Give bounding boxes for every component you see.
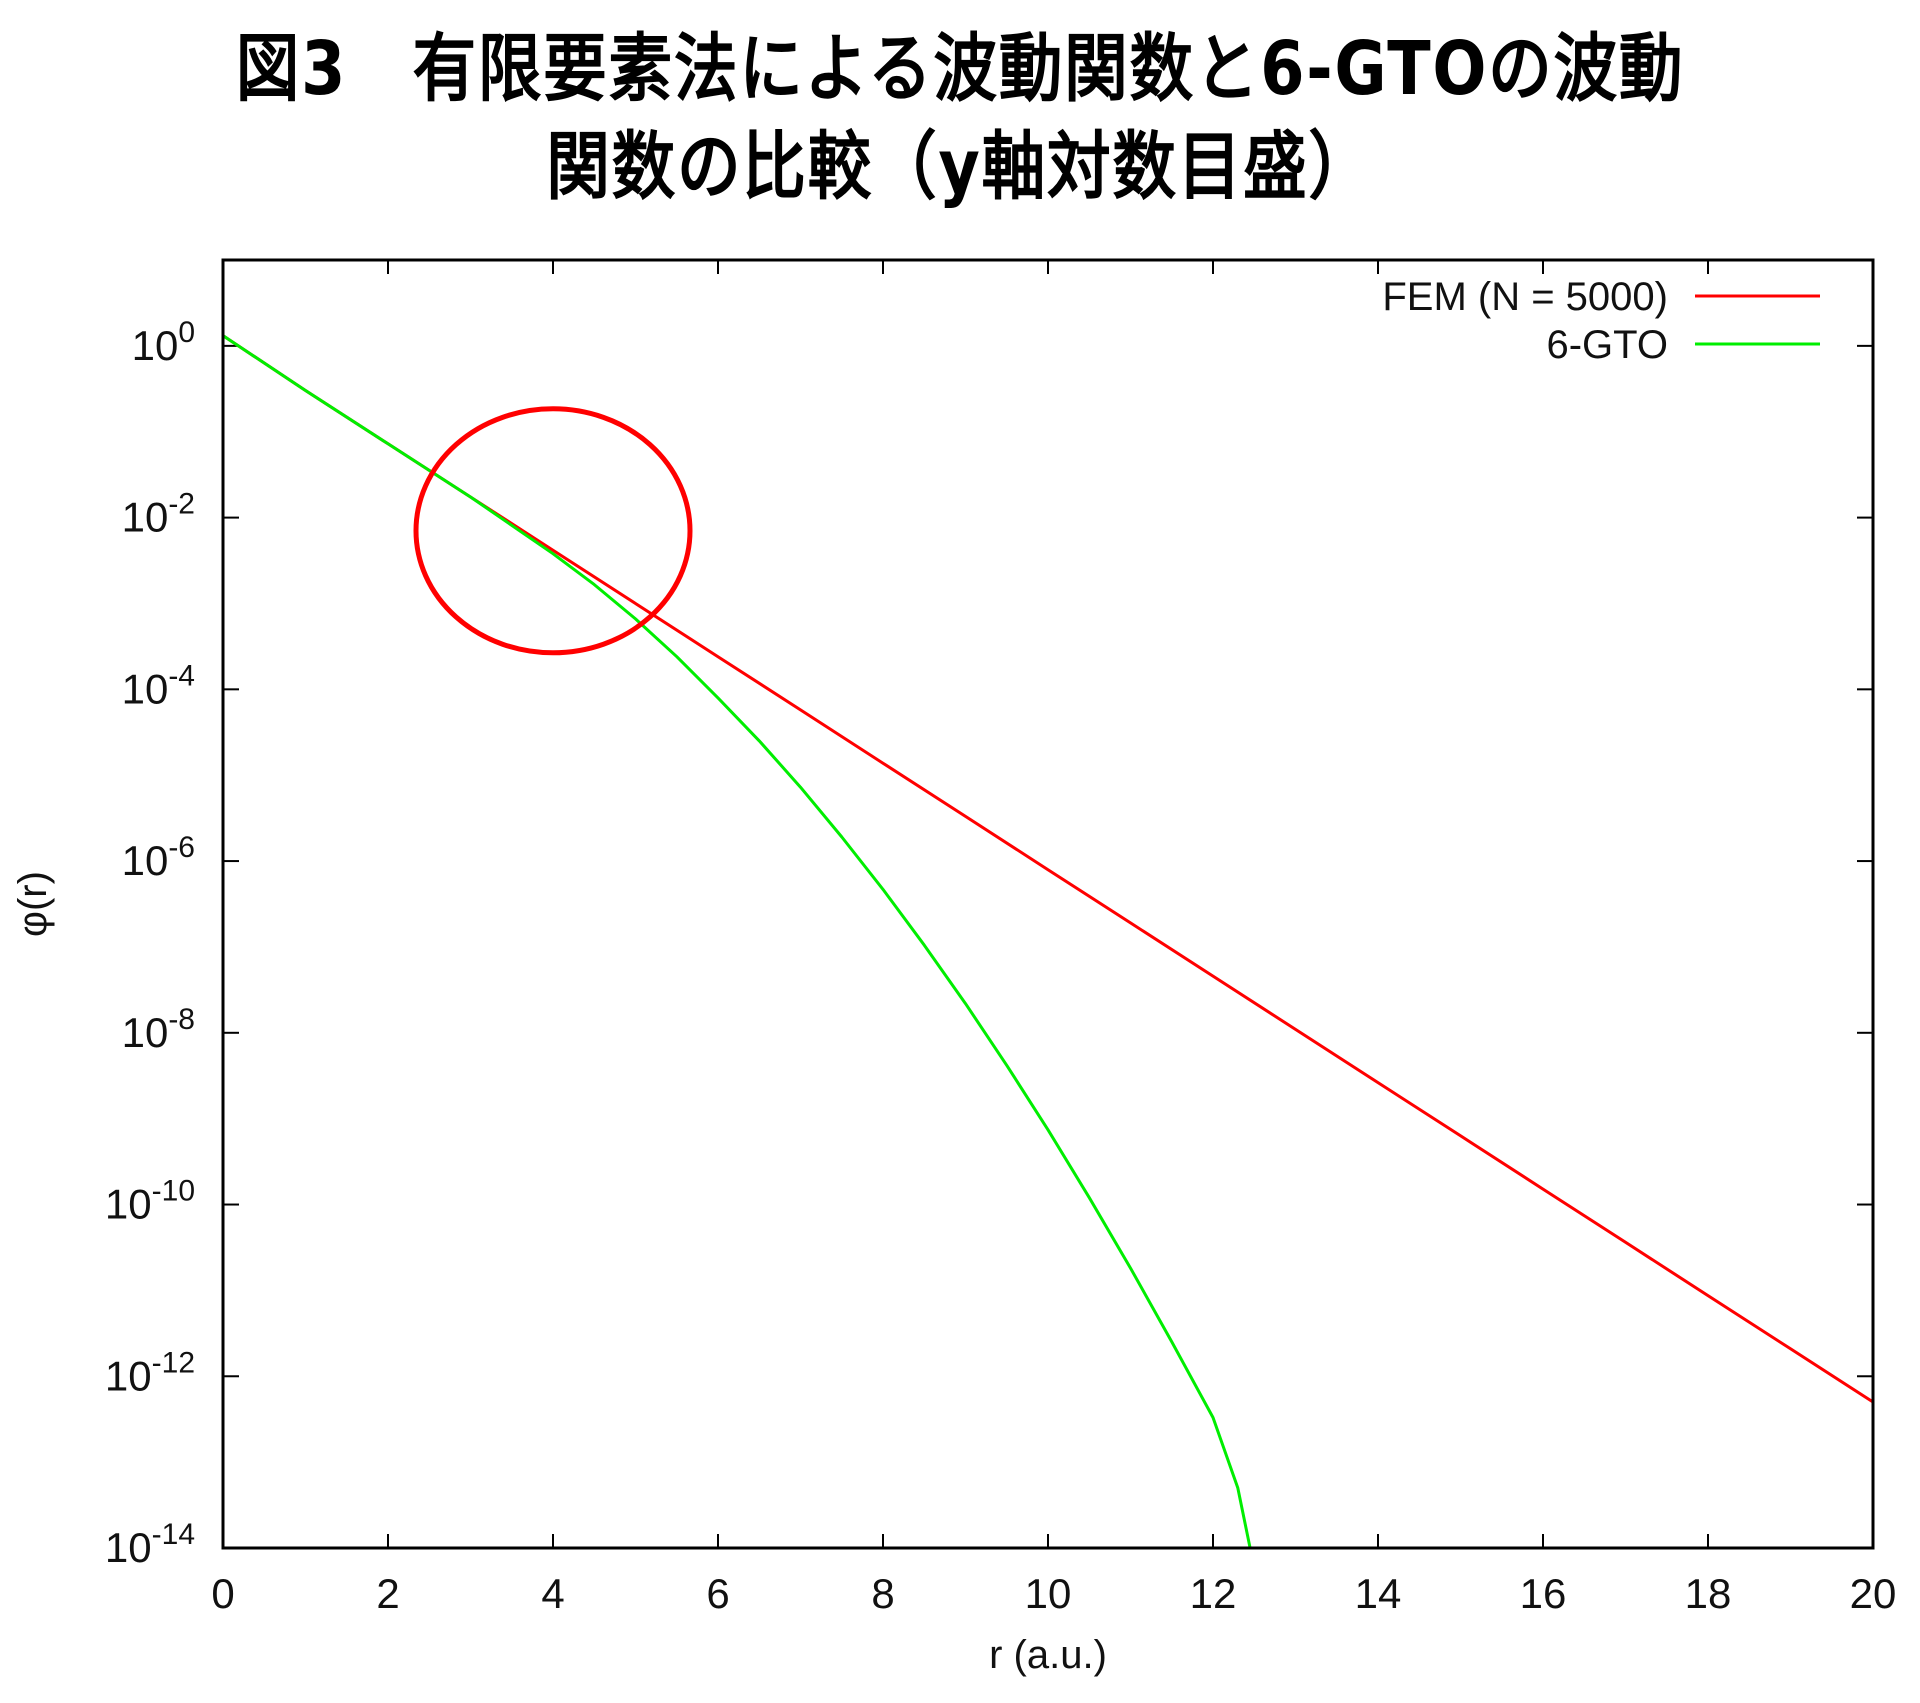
data-series [222, 334, 1874, 1549]
x-tick-label: 14 [1355, 1570, 1402, 1617]
x-axis-label: r (a.u.) [989, 1633, 1107, 1677]
x-tick-label: 10 [1025, 1570, 1072, 1617]
x-tick-label: 8 [871, 1570, 894, 1617]
y-tick-label: 10-4 [122, 659, 195, 712]
x-tick-label: 2 [376, 1570, 399, 1617]
y-tick-label: 10-12 [105, 1346, 195, 1399]
y-tick-label: 10-2 [122, 488, 195, 541]
x-tick-label: 6 [706, 1570, 729, 1617]
y-tick-label: 10-14 [105, 1518, 195, 1571]
x-tick-label: 16 [1520, 1570, 1567, 1617]
gto-curve [222, 334, 1252, 1549]
figure-title: 図3 有限要素法による波動関数と6-GTOの波動 関数の比較（y軸対数目盛） [134, 20, 1785, 216]
x-tick-label: 0 [211, 1570, 234, 1617]
legend-label: FEM (N = 5000) [1382, 275, 1668, 319]
highlight-ellipse [413, 406, 693, 656]
y-tick-label: 10-6 [122, 831, 195, 884]
y-axis-label: φ(r) [11, 871, 55, 937]
y-tick-label: 10-8 [122, 1003, 195, 1056]
x-axis-ticks: 0 2 4 6 8 10 12 14 16 18 20 [211, 260, 1896, 1617]
legend-label: 6-GTO [1546, 323, 1668, 367]
plot-frame [221, 258, 1875, 1550]
y-tick-label: 100 [132, 316, 195, 369]
x-tick-label: 4 [541, 1570, 564, 1617]
y-axis-ticks: 100 10-2 10-4 10-6 10-8 10-10 10-12 10-14 [105, 316, 1873, 1571]
figure-title-line-1: 図3 有限要素法による波動関数と6-GTOの波動 [235, 26, 1685, 112]
y-tick-label: 10-10 [105, 1175, 195, 1228]
x-tick-label: 18 [1685, 1570, 1732, 1617]
figure-title-line-2: 関数の比較（y軸対数目盛） [546, 124, 1374, 210]
x-tick-label: 20 [1850, 1570, 1897, 1617]
x-tick-label: 12 [1190, 1570, 1237, 1617]
legend: FEM (N = 5000)6-GTO [1382, 275, 1820, 367]
